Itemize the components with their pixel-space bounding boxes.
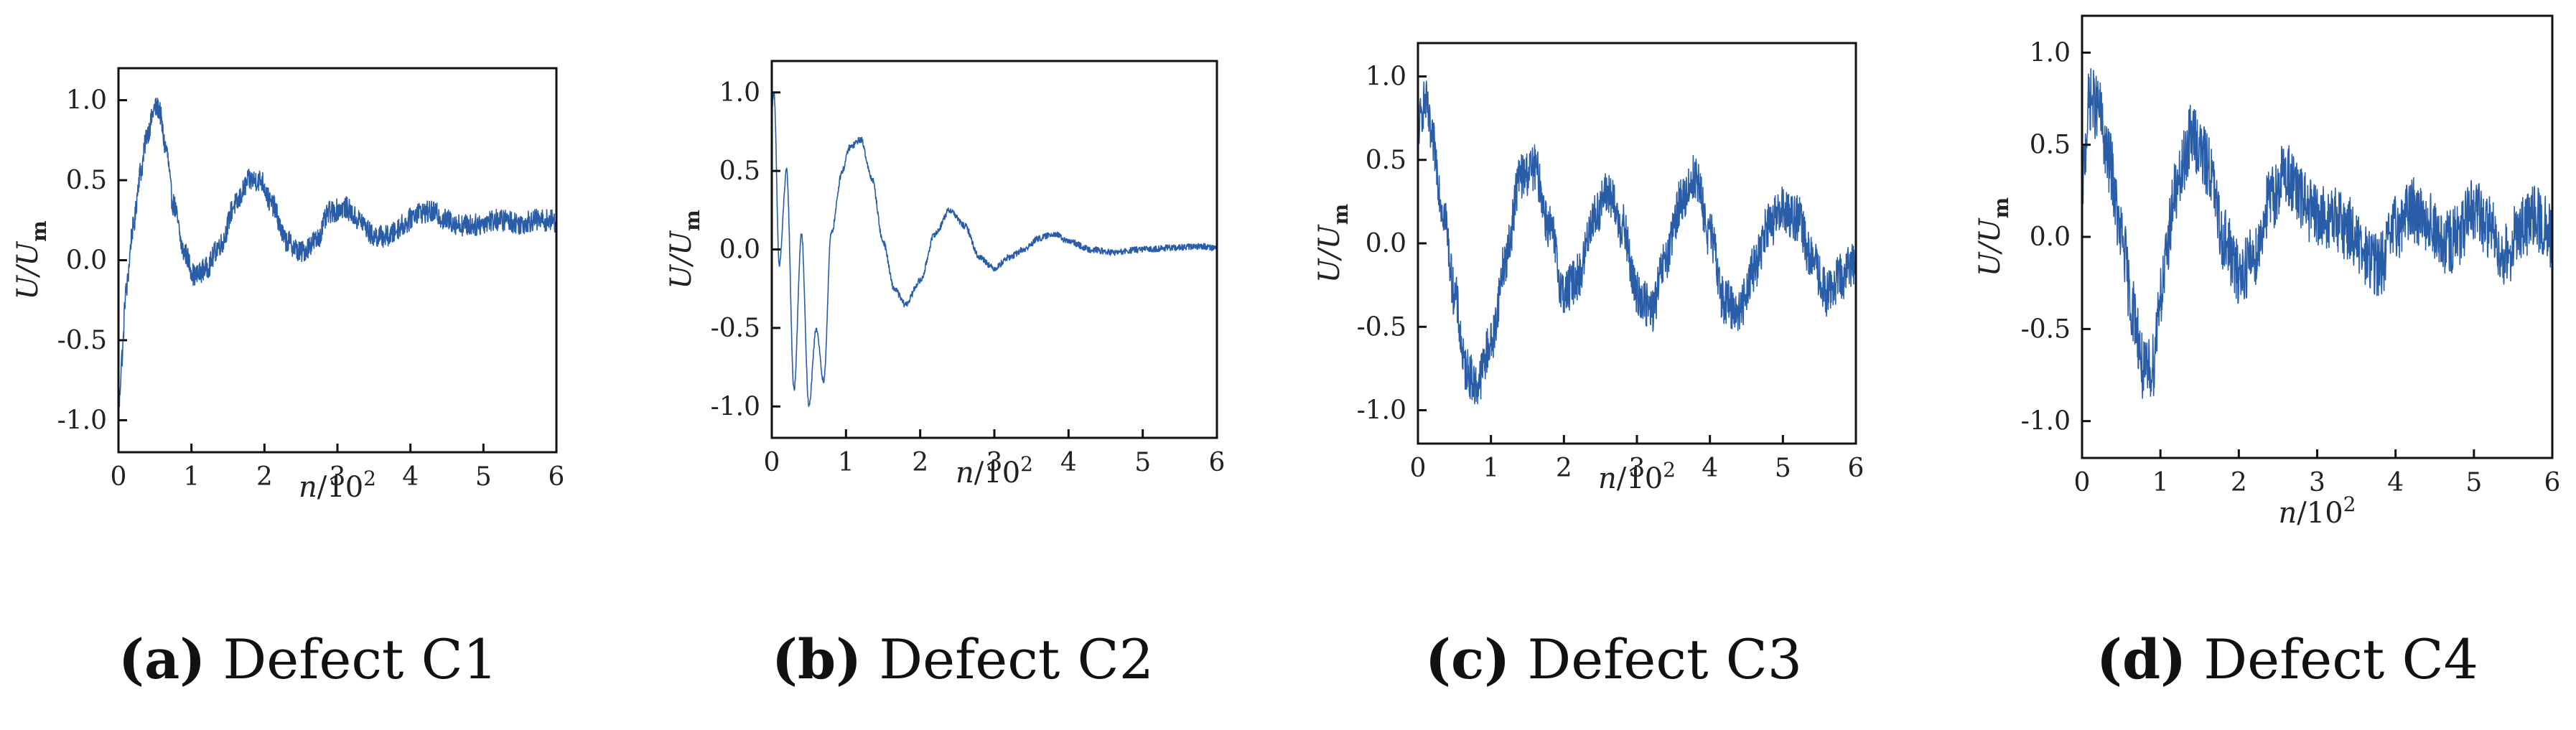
y-axis-label-sub: m (681, 210, 704, 231)
y-axis-label-sub: m (27, 220, 51, 242)
x-axis-label-exp: 2 (363, 467, 376, 490)
y-tick-label-b: -0.5 (711, 314, 760, 343)
x-tick-label-b: 2 (912, 448, 928, 477)
caption-text: Defect C2 (862, 627, 1154, 691)
y-tick-label-a: 0.0 (66, 246, 107, 276)
y-tick-label-c: 1.0 (1366, 62, 1406, 92)
x-tick-label-a: 6 (549, 462, 565, 492)
caption-letter: (c) (1425, 627, 1510, 691)
y-axis-label-var: U/U (1974, 217, 2007, 276)
x-axis-label-exp: 2 (1020, 452, 1033, 476)
y-tick-label-b: 0.0 (719, 235, 760, 265)
y-tick-label-d: 0.0 (2030, 223, 2071, 252)
y-axis-label-sub: m (1329, 204, 1353, 225)
x-axis-label-a: n/102 (299, 467, 376, 504)
y-axis-label-c: U/Um (1313, 204, 1353, 284)
y-axis-label-b: U/Um (665, 210, 704, 289)
y-tick-label-c: -0.5 (1357, 312, 1406, 342)
x-tick-label-c: 5 (1775, 454, 1791, 483)
x-axis-label-c: n/102 (1598, 458, 1676, 495)
x-tick-label-d: 2 (2231, 468, 2247, 497)
caption-b: (b) Defect C2 (772, 627, 1154, 691)
series-line-a (118, 97, 557, 418)
series-line-d (2081, 67, 2553, 399)
x-tick-label-c: 6 (1848, 454, 1865, 483)
x-tick-label-b: 4 (1060, 448, 1077, 477)
x-tick-label-b: 3 (986, 448, 1003, 477)
x-tick-label-d: 0 (2074, 468, 2091, 497)
x-tick-label-c: 4 (1702, 454, 1718, 483)
caption-letter: (d) (2096, 627, 2186, 691)
y-tick-label-a: 0.5 (66, 166, 107, 195)
y-tick-label-d: -1.0 (2021, 407, 2071, 436)
x-tick-label-d: 4 (2387, 468, 2404, 497)
x-tick-label-c: 0 (1410, 454, 1427, 483)
y-tick-label-c: -1.0 (1357, 396, 1406, 426)
x-tick-label-d: 5 (2465, 468, 2482, 497)
y-tick-label-a: -0.5 (57, 326, 107, 355)
x-axis-label-unit: /10 (974, 457, 1020, 490)
x-tick-label-a: 4 (402, 462, 419, 492)
x-axis-label-exp: 2 (1663, 458, 1676, 482)
x-axis-label-var: n (956, 457, 974, 490)
x-axis-label-d: n/102 (2279, 492, 2356, 530)
x-axis-label-unit: /10 (317, 471, 363, 504)
y-axis-label-a: U/Um (11, 220, 51, 300)
y-tick-label-a: 1.0 (66, 86, 107, 116)
y-tick-label-c: 0.5 (1366, 146, 1406, 175)
caption-d: (d) Defect C4 (2096, 627, 2478, 691)
x-tick-label-c: 1 (1483, 454, 1499, 483)
x-axis-label-var: n (2279, 497, 2297, 530)
x-tick-label-a: 5 (475, 462, 492, 492)
y-axis-label-d: U/Um (1974, 197, 2013, 277)
y-tick-label-b: 1.0 (719, 78, 760, 108)
x-tick-label-a: 0 (111, 462, 127, 492)
x-axis-label-unit: /10 (2297, 497, 2343, 530)
y-tick-label-d: -0.5 (2021, 314, 2071, 344)
caption-letter: (b) (772, 627, 862, 691)
x-axis-label-b: n/102 (956, 452, 1033, 490)
x-tick-label-c: 2 (1556, 454, 1572, 483)
x-tick-label-b: 1 (838, 448, 854, 477)
x-tick-label-b: 5 (1134, 448, 1151, 477)
x-tick-label-d: 6 (2544, 468, 2561, 497)
x-tick-label-d: 3 (2309, 468, 2325, 497)
caption-c: (c) Defect C3 (1425, 627, 1802, 691)
y-tick-label-d: 0.5 (2030, 131, 2071, 160)
x-tick-label-a: 1 (183, 462, 200, 492)
x-tick-label-d: 1 (2152, 468, 2169, 497)
x-tick-label-b: 6 (1209, 448, 1226, 477)
x-axis-label-unit: /10 (1617, 462, 1663, 495)
caption-text: Defect C3 (1510, 627, 1802, 691)
x-axis-label-var: n (299, 471, 317, 504)
y-tick-label-c: 0.0 (1366, 229, 1406, 258)
caption-a: (a) Defect C1 (118, 627, 498, 691)
caption-text: Defect C1 (205, 627, 498, 691)
x-tick-label-a: 3 (330, 462, 346, 492)
y-tick-label-b: 0.5 (719, 156, 760, 186)
series-line-b (771, 93, 1218, 407)
y-tick-label-d: 1.0 (2030, 38, 2071, 67)
plot-frame-c (1417, 42, 1857, 445)
y-axis-label-var: U/U (11, 241, 45, 300)
x-axis-label-exp: 2 (2343, 492, 2356, 516)
x-tick-label-b: 0 (764, 448, 780, 477)
y-axis-label-var: U/U (665, 230, 698, 289)
x-tick-label-c: 3 (1629, 454, 1646, 483)
plot-frame-a (117, 67, 558, 454)
series-line-c (1417, 80, 1857, 405)
y-axis-label-var: U/U (1313, 224, 1346, 283)
y-tick-label-a: -1.0 (57, 406, 107, 435)
x-tick-label-a: 2 (256, 462, 273, 492)
y-tick-label-b: -1.0 (711, 392, 760, 421)
caption-letter: (a) (118, 627, 205, 691)
x-axis-label-var: n (1598, 462, 1617, 495)
caption-text: Defect C4 (2186, 627, 2478, 691)
y-axis-label-sub: m (1989, 197, 2013, 219)
